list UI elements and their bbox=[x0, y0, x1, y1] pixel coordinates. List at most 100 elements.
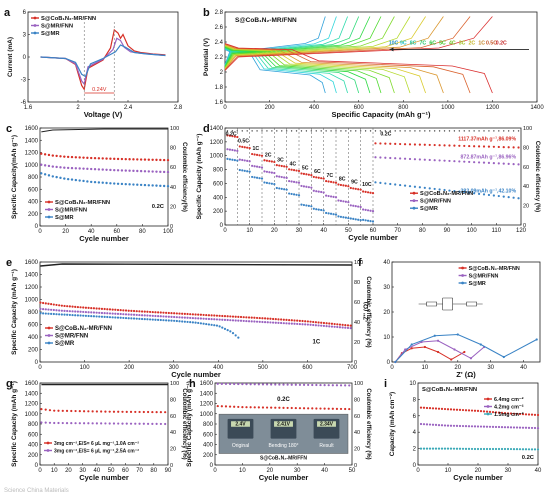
data-point bbox=[134, 410, 137, 414]
data-point bbox=[58, 304, 61, 307]
data-point bbox=[438, 188, 441, 191]
data-point bbox=[467, 425, 471, 428]
y-tick-label: 1200 bbox=[25, 285, 39, 291]
data-point bbox=[138, 422, 141, 425]
data-point bbox=[78, 410, 81, 413]
data-point bbox=[189, 313, 192, 316]
data-point bbox=[210, 314, 213, 317]
data-point bbox=[433, 143, 436, 147]
coulombic-efficiency-point bbox=[216, 382, 219, 385]
data-point bbox=[487, 193, 491, 197]
x-tick-label: 40 bbox=[88, 229, 95, 235]
data-point bbox=[290, 168, 293, 171]
data-point bbox=[39, 307, 42, 310]
rate-label: 0.5C bbox=[486, 40, 497, 46]
data-point bbox=[68, 310, 71, 313]
x-axis-label: Z' (Ω) bbox=[456, 370, 476, 379]
x-tick-label: 1000 bbox=[441, 105, 455, 111]
y2-tick-label: 20 bbox=[170, 204, 176, 210]
y-tick-label: 1000 bbox=[25, 298, 39, 304]
data-point bbox=[78, 422, 81, 425]
data-point bbox=[129, 410, 133, 413]
data-point bbox=[223, 318, 227, 321]
data-point bbox=[263, 181, 266, 184]
rate-label: 1C bbox=[253, 146, 260, 152]
y2-tick-label: 40 bbox=[354, 430, 360, 436]
coulombic-efficiency-point bbox=[226, 130, 229, 132]
data-point bbox=[428, 187, 431, 190]
data-point bbox=[82, 156, 85, 159]
data-point bbox=[111, 308, 114, 311]
data-point bbox=[329, 212, 333, 215]
data-point bbox=[162, 319, 165, 322]
x-tick-label: 70 bbox=[394, 228, 401, 234]
data-point bbox=[132, 317, 136, 320]
x-tick-label: 40 bbox=[320, 228, 327, 234]
data-point bbox=[251, 152, 254, 156]
data-point bbox=[304, 323, 307, 326]
charge-curve bbox=[224, 16, 395, 69]
data-point bbox=[300, 184, 303, 188]
data-point bbox=[215, 324, 219, 327]
y2-tick-label: 80 bbox=[354, 397, 360, 403]
data-point bbox=[518, 448, 522, 451]
coulombic-efficiency-point bbox=[448, 130, 451, 132]
data-point bbox=[43, 153, 47, 156]
data-point bbox=[86, 180, 89, 183]
equivalent-circuit-sketch bbox=[418, 297, 483, 311]
data-point bbox=[319, 407, 322, 410]
x-tick-label: 20 bbox=[271, 228, 278, 234]
x-tick-label: 20 bbox=[475, 468, 482, 474]
data-point bbox=[71, 305, 74, 308]
data-point bbox=[500, 426, 504, 429]
data-point bbox=[357, 188, 360, 191]
data-point bbox=[66, 313, 69, 316]
arrow-head bbox=[389, 47, 394, 52]
data-point bbox=[255, 165, 259, 168]
data-point bbox=[159, 411, 162, 414]
data-point bbox=[175, 319, 178, 323]
discharge-curve bbox=[224, 43, 471, 94]
y-tick-label: 20 bbox=[383, 310, 390, 316]
data-point bbox=[139, 183, 143, 187]
data-point bbox=[90, 311, 93, 314]
data-point bbox=[258, 165, 261, 169]
data-point bbox=[344, 216, 347, 219]
x-tick-label: 600 bbox=[302, 365, 313, 371]
x-tick-label: 700 bbox=[347, 365, 358, 371]
discharge-curve bbox=[224, 46, 382, 94]
x-tick-label: 300 bbox=[169, 365, 180, 371]
y2-tick-label: 0 bbox=[523, 223, 526, 229]
data-point bbox=[310, 186, 313, 189]
data-point bbox=[453, 160, 456, 163]
legend-entry: S@CoB₁N₂-MR/FNN bbox=[55, 200, 110, 206]
data-point bbox=[42, 308, 45, 311]
data-point bbox=[109, 157, 112, 160]
coulombic-efficiency-point bbox=[488, 130, 490, 132]
y-tick-label: 0 bbox=[35, 224, 39, 230]
data-point bbox=[241, 405, 244, 409]
data-point bbox=[238, 145, 241, 148]
data-point bbox=[503, 426, 507, 429]
data-point bbox=[359, 205, 362, 209]
data-point bbox=[497, 411, 501, 414]
y-tick-label: 800 bbox=[28, 175, 39, 181]
data-point bbox=[306, 323, 309, 326]
data-point bbox=[186, 312, 189, 316]
y2-tick-label: 20 bbox=[354, 340, 360, 346]
legend-marker bbox=[486, 412, 490, 416]
y-tick-label: 0 bbox=[210, 463, 214, 469]
data-point bbox=[183, 312, 186, 315]
cv-curve bbox=[40, 44, 166, 78]
data-point bbox=[349, 204, 352, 207]
data-point bbox=[476, 447, 480, 451]
x-tick-label: 20 bbox=[266, 468, 273, 474]
data-point bbox=[312, 320, 315, 324]
coulombic-efficiency-point bbox=[323, 384, 326, 387]
data-point bbox=[461, 447, 465, 450]
x-axis-label: Specific Capacity (mAh g⁻¹) bbox=[332, 110, 431, 119]
coulombic-efficiency-point bbox=[503, 130, 505, 132]
data-point bbox=[263, 170, 266, 173]
data-point bbox=[95, 307, 98, 310]
data-point bbox=[164, 411, 167, 414]
